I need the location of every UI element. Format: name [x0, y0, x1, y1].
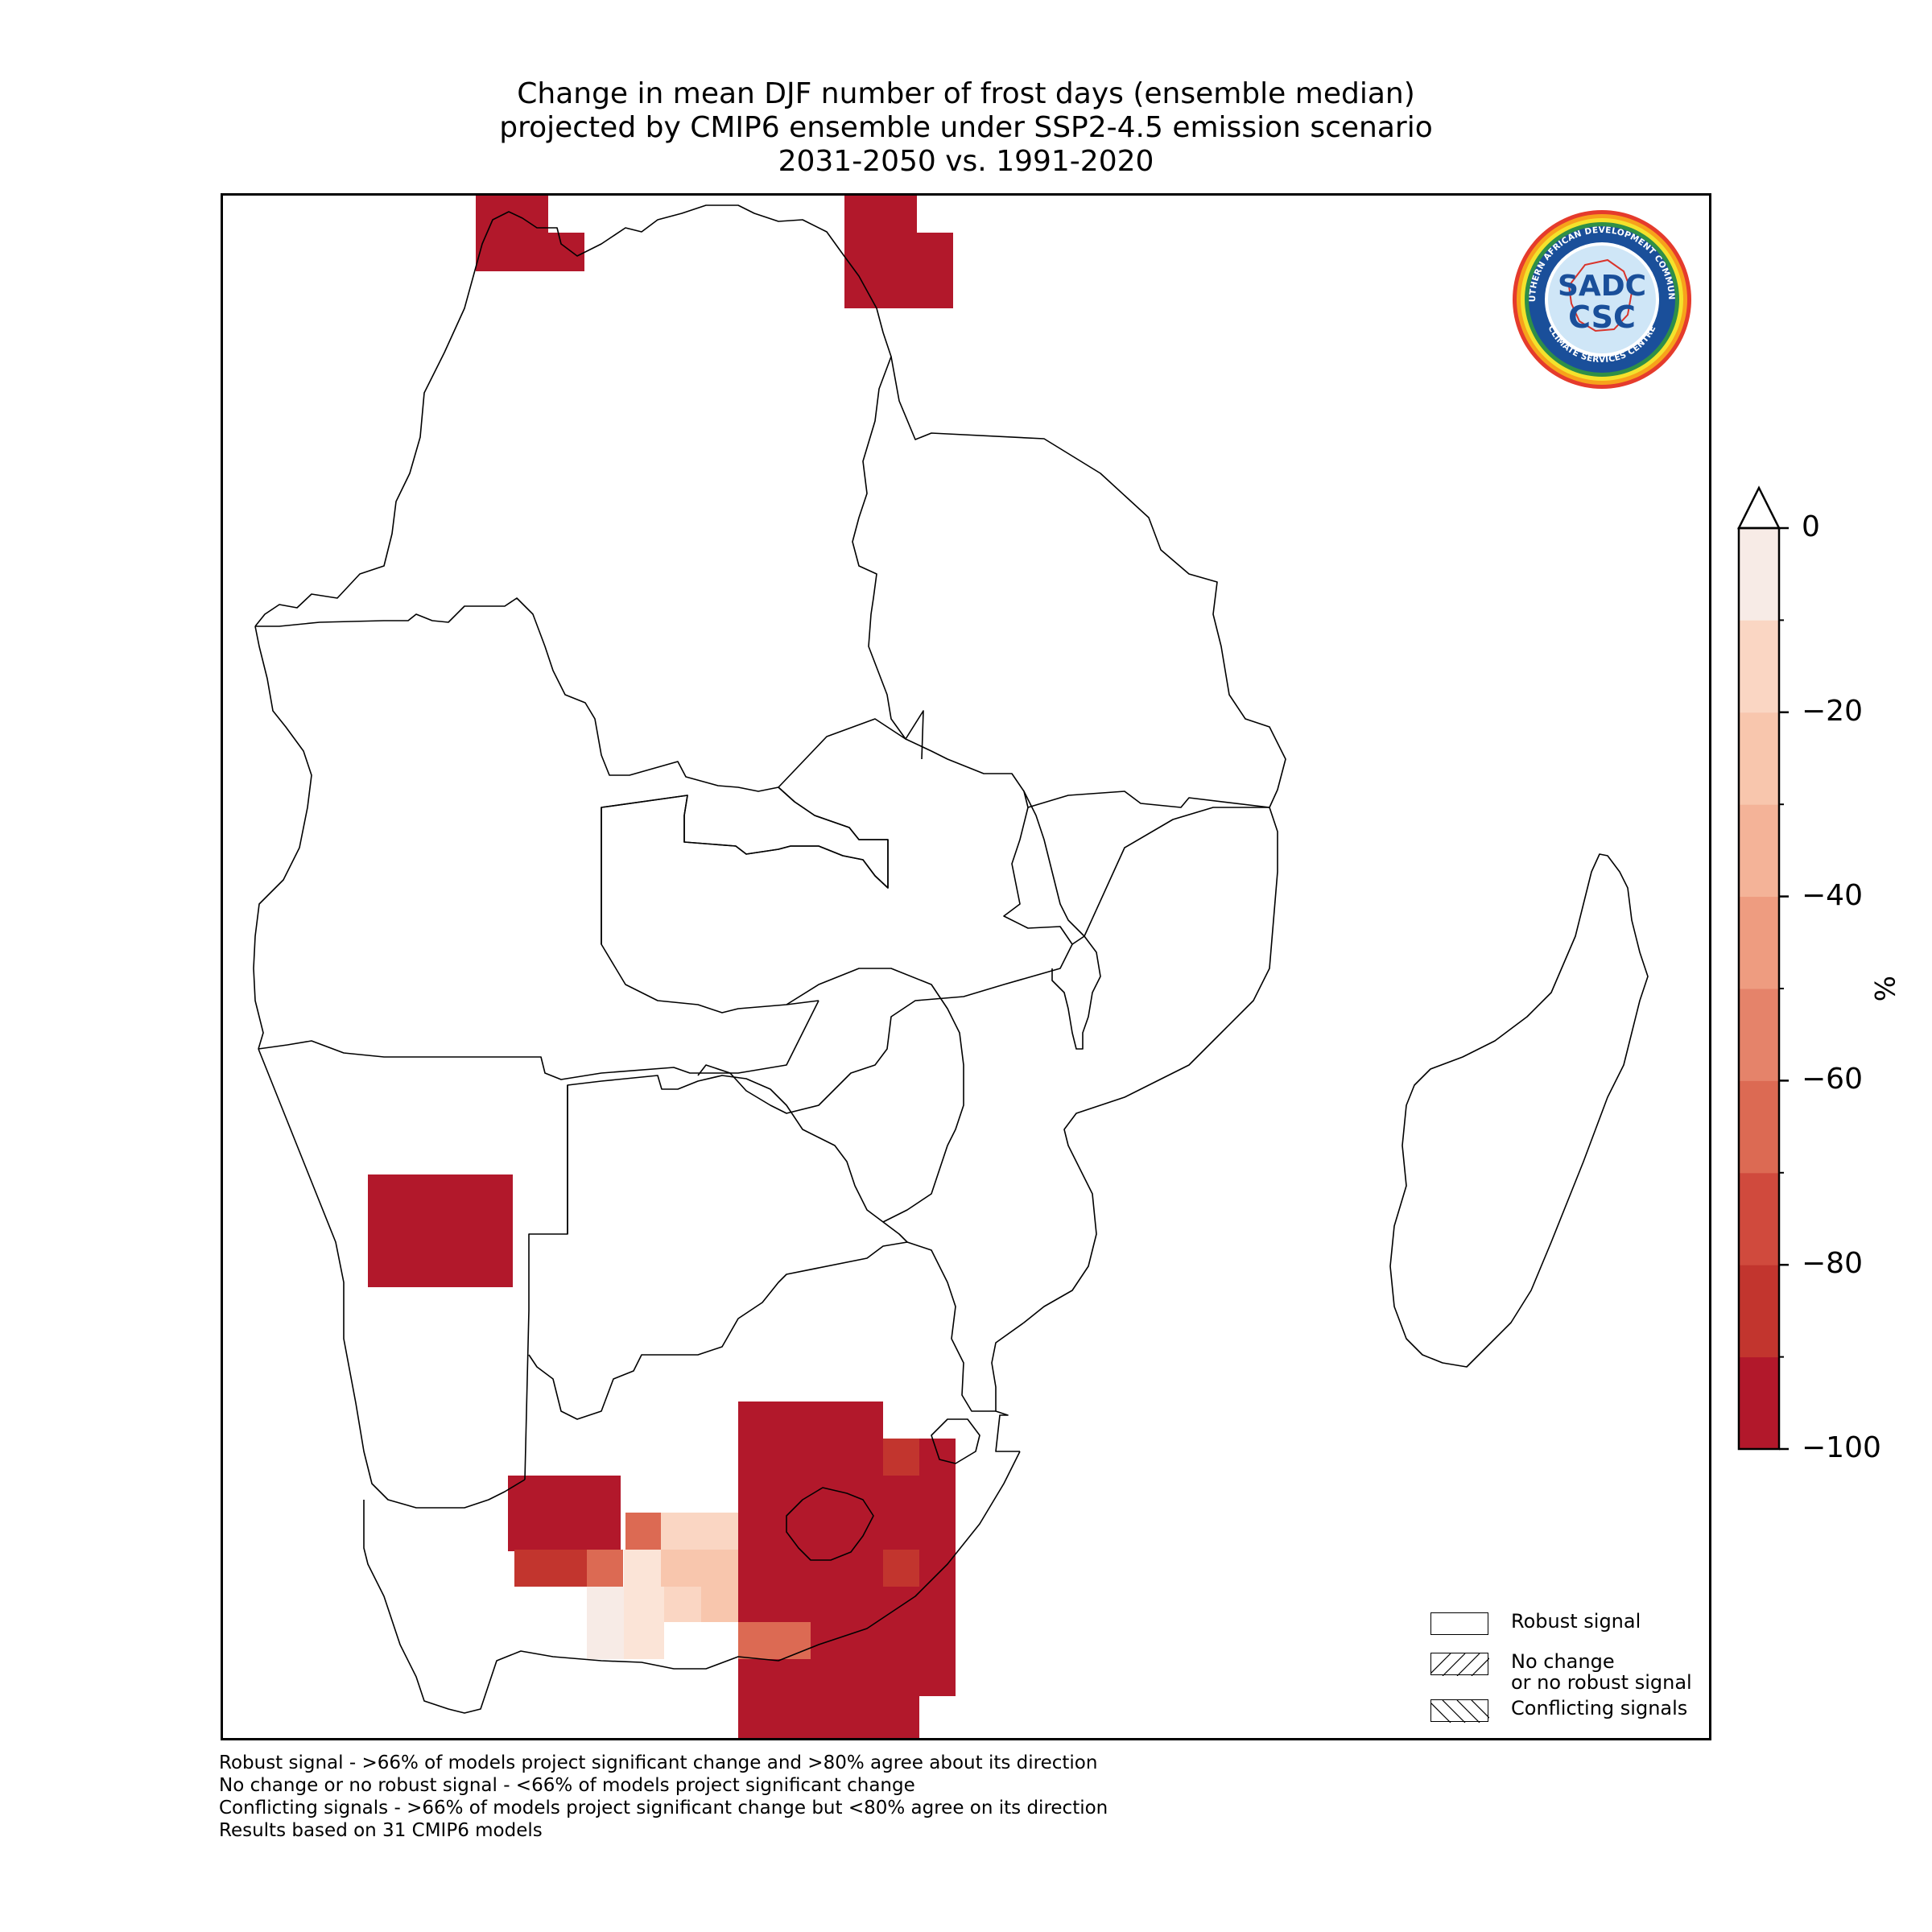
legend-item-robust: Robust signal: [1430, 1609, 1709, 1649]
malawi-outline: [1023, 791, 1101, 1050]
colorbar-bin: [1739, 620, 1779, 713]
grid-cells: [368, 196, 956, 1738]
angola-coast: [253, 625, 312, 1050]
sadc-csc-logo: SOUTHERN AFRICAN DEVELOPMENT COMMUNITY C…: [1511, 208, 1693, 390]
grid-cell: [368, 1174, 513, 1287]
lesotho-outline: [786, 1487, 874, 1561]
grid-cell: [476, 196, 548, 271]
logo-monogram-top: SADC: [1558, 270, 1646, 303]
country-borders: [253, 204, 1649, 1714]
footnote-1: Robust signal - >66% of models project s…: [219, 1752, 1098, 1773]
legend-item-no-change: No change or no robust signal: [1430, 1649, 1709, 1696]
legend-item-conflicting: Conflicting signals: [1430, 1696, 1709, 1736]
grid-cell: [701, 1587, 738, 1622]
signal-legend: Robust signal No change or no robust sig…: [1430, 1609, 1709, 1736]
hatch-forward-icon: [1431, 1653, 1489, 1676]
legend-label-no-change-1: No change: [1511, 1650, 1615, 1673]
colorbar-svg: [1736, 485, 1789, 1451]
madagascar-outline: [1389, 853, 1649, 1368]
legend-label-conflicting: Conflicting signals: [1511, 1697, 1688, 1719]
grid-cell: [664, 1587, 701, 1622]
legend-label-robust: Robust signal: [1511, 1610, 1641, 1633]
map-panel: SOUTHERN AFRICAN DEVELOPMENT COMMUNITY C…: [221, 193, 1711, 1740]
title-line-1: Change in mean DJF number of frost days …: [517, 77, 1415, 110]
title-line-2: projected by CMIP6 ensemble under SSP2-4…: [499, 111, 1433, 144]
tanzania-outline: [890, 356, 1286, 808]
legend-label-no-change: No change or no robust signal: [1511, 1651, 1692, 1693]
legend-label-no-change-2: or no robust signal: [1511, 1671, 1692, 1694]
colorbar-bin: [1739, 989, 1779, 1081]
legend-swatch-robust: [1430, 1612, 1488, 1635]
footnote-4: Results based on 31 CMIP6 models: [219, 1820, 543, 1841]
namibia-east-border: [524, 1085, 568, 1480]
grid-cell: [548, 233, 584, 271]
colorbar-extend-arrow: [1736, 485, 1781, 530]
footnote-2: No change or no robust signal - <66% of …: [219, 1775, 915, 1796]
grid-cell: [883, 1439, 919, 1738]
south-africa-coast: [363, 1451, 1021, 1714]
footnotes: Robust signal - >66% of models project s…: [219, 1752, 1108, 1842]
colorbar-bin: [1739, 896, 1779, 989]
botswana-outline: [528, 1075, 908, 1420]
grid-cell: [587, 1550, 623, 1587]
colorbar-tick-label: −60: [1802, 1063, 1863, 1096]
colorbar-bin: [1739, 1172, 1779, 1265]
zimbabwe-outline: [786, 968, 964, 1223]
colorbar-bin: [1739, 1356, 1779, 1450]
map-svg: [253, 196, 1649, 1738]
colorbar-tick-label: −20: [1802, 694, 1863, 728]
drc-outline: [254, 204, 924, 760]
title-line-3: 2031-2050 vs. 1991-2020: [778, 145, 1154, 178]
colorbar-bin: [1739, 1265, 1779, 1358]
colorbar-bins: [1739, 528, 1779, 1450]
grid-cell: [624, 1550, 661, 1587]
colorbar-bin: [1739, 1080, 1779, 1174]
namibia-coast: [258, 1048, 526, 1509]
grid-cell: [919, 1439, 956, 1696]
footnote-3: Conflicting signals - >66% of models pro…: [219, 1798, 1108, 1818]
grid-cell: [625, 1513, 663, 1550]
grid-cell: [514, 1550, 587, 1587]
colorbar-bin: [1739, 528, 1779, 621]
south-africa-outline: [906, 1241, 996, 1412]
grid-cell: [917, 233, 953, 308]
colorbar-tick-label: 0: [1802, 510, 1820, 543]
grid-cell: [508, 1476, 621, 1551]
grid-cell: [883, 1550, 919, 1587]
logo-monogram-bottom: CSC: [1568, 299, 1636, 335]
colorbar-bin: [1739, 712, 1779, 805]
colorbar-tick-label: −100: [1802, 1431, 1881, 1464]
grid-cell: [738, 1622, 811, 1659]
logo-badge: SOUTHERN AFRICAN DEVELOPMENT COMMUNITY C…: [1511, 208, 1691, 389]
grid-cell: [738, 1402, 883, 1738]
grid-cell: [883, 1439, 919, 1476]
mozambique-outline: [991, 807, 1278, 1452]
grid-cell: [587, 1587, 624, 1659]
eswatini-outline: [931, 1418, 980, 1464]
colorbar-tick-label: −40: [1802, 878, 1863, 912]
zambia-outline: [601, 718, 1073, 1114]
namibia-outline: [258, 1000, 819, 1080]
angola-outline: [255, 597, 889, 1013]
colorbar-bin: [1739, 804, 1779, 898]
grid-cell: [624, 1587, 664, 1659]
grid-cell: [661, 1550, 738, 1587]
legend-swatch-no-change: [1430, 1653, 1489, 1676]
colorbar-tick-label: −80: [1802, 1247, 1863, 1281]
grid-cell: [661, 1513, 738, 1550]
chart-title: Change in mean DJF number of frost days …: [0, 77, 1932, 179]
colorbar: [1731, 478, 1852, 1460]
grid-cell: [844, 196, 917, 308]
colorbar-ticks: [1779, 526, 1789, 1451]
colorbar-unit-label: %: [1868, 976, 1900, 1002]
hatch-backward-icon: [1431, 1700, 1489, 1723]
legend-swatch-conflicting: [1430, 1699, 1489, 1723]
